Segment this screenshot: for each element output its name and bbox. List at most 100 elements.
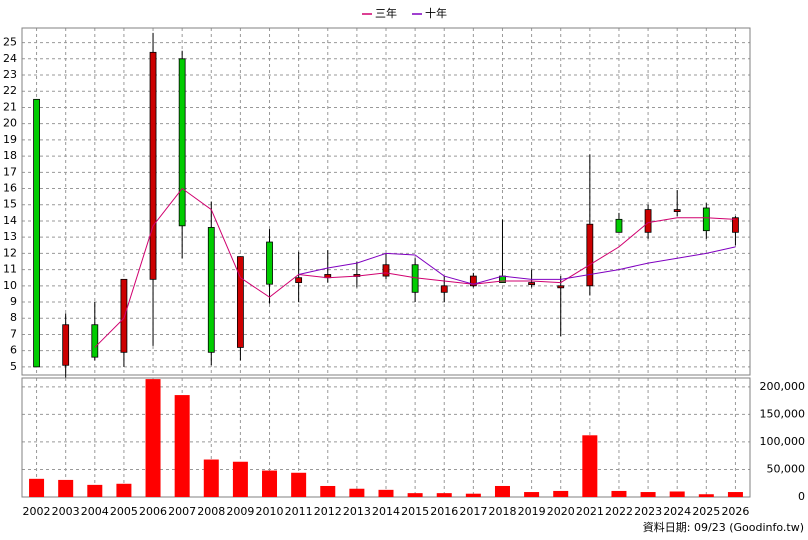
volume-bar [29, 478, 45, 497]
y-tick-label: 12 [3, 246, 17, 259]
volume-bar [669, 491, 685, 497]
volume-bar [407, 493, 423, 497]
x-tick-label: 2025 [692, 505, 720, 518]
volume-bar [698, 494, 714, 497]
volume-bar [262, 470, 278, 497]
x-tick-label: 2020 [547, 505, 575, 518]
x-tick-label: 2010 [256, 505, 284, 518]
legend-label: 十年 [425, 6, 447, 20]
y-tick-label: 20 [3, 117, 17, 130]
candle-body [91, 324, 99, 358]
x-tick-label: 2024 [663, 505, 691, 518]
x-tick-label: 2008 [197, 505, 225, 518]
candle-body [33, 98, 40, 368]
volume-bar [58, 479, 74, 497]
y-tick-label: 150,000 [760, 407, 806, 420]
volume-bar [349, 488, 365, 497]
x-tick-label: 2005 [110, 505, 138, 518]
y-tick-label: 14 [3, 214, 17, 227]
y-tick-label: 17 [3, 165, 17, 178]
x-tick-label: 2013 [343, 505, 371, 518]
candle-body [644, 209, 652, 233]
candle-body [149, 51, 157, 280]
candle-body [557, 285, 565, 289]
x-tick-label: 2014 [372, 505, 400, 518]
volume-bar [291, 472, 307, 497]
x-tick-label: 2019 [518, 505, 546, 518]
y-tick-label: 0 [798, 490, 805, 503]
y-tick-label: 25 [3, 36, 17, 49]
y-tick-label: 21 [3, 100, 17, 113]
moving-average-line [94, 187, 736, 348]
candle-body [528, 282, 535, 285]
y-tick-label: 13 [3, 230, 17, 243]
y-tick-label: 15 [3, 198, 17, 211]
volume-bar [494, 485, 510, 497]
y-tick-label: 19 [3, 133, 17, 146]
volume-bar [727, 492, 743, 497]
volume-bar [174, 395, 190, 497]
volume-bar [524, 492, 540, 497]
x-tick-label: 2012 [314, 505, 342, 518]
y-tick-label: 8 [10, 311, 17, 324]
volume-bar [640, 492, 656, 497]
volume-bar [611, 490, 627, 497]
candle-body [615, 218, 623, 233]
volume-bar [116, 483, 132, 497]
x-tick-label: 2002 [23, 505, 51, 518]
candle-body [178, 58, 186, 227]
candle-body [382, 264, 390, 277]
volume-bar [320, 485, 336, 497]
candle-body [120, 278, 128, 353]
candle-body [411, 264, 419, 293]
volume-bar [203, 459, 219, 497]
x-tick-label: 2023 [634, 505, 662, 518]
moving-average-line [298, 246, 736, 285]
y-tick-label: 9 [10, 295, 17, 308]
y-tick-label: 23 [3, 68, 17, 81]
y-tick-label: 50,000 [767, 462, 806, 475]
y-tick-label: 18 [3, 149, 17, 162]
candle-body [673, 209, 681, 213]
y-tick-label: 6 [10, 344, 17, 357]
y-tick-label: 10 [3, 279, 17, 292]
candle-body [702, 207, 710, 232]
y-tick-label: 100,000 [760, 435, 806, 448]
x-tick-label: 2021 [576, 505, 604, 518]
plot-frame [21, 27, 751, 376]
candle-body [469, 275, 477, 287]
volume-bar [465, 493, 481, 497]
candle-body [236, 256, 244, 348]
volume-bar [553, 490, 569, 497]
candle-body [295, 277, 303, 283]
x-tick-label: 2007 [168, 505, 196, 518]
volume-bar [145, 379, 161, 497]
x-tick-label: 2009 [226, 505, 254, 518]
volume-bar [436, 493, 452, 497]
candle-body [207, 227, 215, 353]
y-tick-label: 7 [10, 327, 17, 340]
y-tick-label: 11 [3, 263, 17, 276]
candle-body [586, 223, 594, 287]
footer-note: 資料日期: 09/23 (Goodinfo.tw) [643, 520, 804, 534]
x-tick-label: 2018 [488, 505, 516, 518]
candle-body [62, 324, 70, 366]
y-tick-label: 24 [3, 52, 17, 65]
y-tick-label: 16 [3, 182, 17, 195]
y-tick-label: 200,000 [760, 380, 806, 393]
candle-body [732, 217, 739, 233]
volume-bar [87, 484, 103, 497]
volume-bar [582, 435, 598, 497]
candle-body [440, 285, 448, 293]
legend-label: 三年 [375, 6, 397, 20]
volume-bar [232, 461, 248, 497]
x-tick-label: 2026 [721, 505, 749, 518]
x-tick-label: 2016 [430, 505, 458, 518]
x-tick-label: 2011 [285, 505, 313, 518]
x-tick-label: 2006 [139, 505, 167, 518]
x-tick-label: 2017 [459, 505, 487, 518]
x-tick-label: 2003 [52, 505, 80, 518]
x-tick-label: 2015 [401, 505, 429, 518]
